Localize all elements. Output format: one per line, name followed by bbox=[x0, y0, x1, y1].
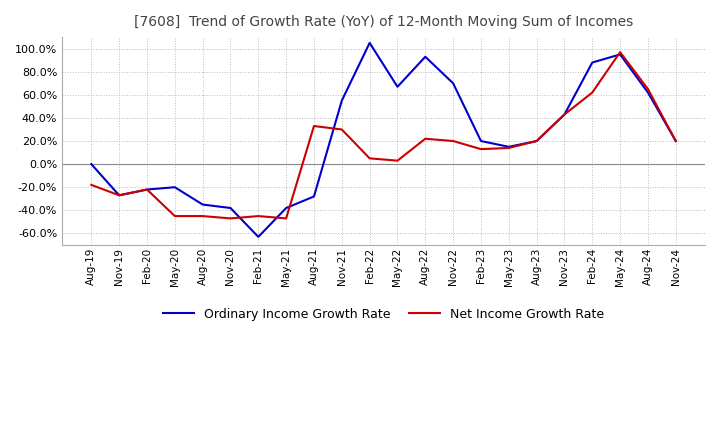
Ordinary Income Growth Rate bbox=[198, 202, 207, 207]
Net Income Growth Rate bbox=[421, 136, 430, 141]
Net Income Growth Rate bbox=[505, 145, 513, 150]
Net Income Growth Rate bbox=[171, 213, 179, 219]
Legend: Ordinary Income Growth Rate, Net Income Growth Rate: Ordinary Income Growth Rate, Net Income … bbox=[158, 303, 610, 326]
Net Income Growth Rate bbox=[644, 86, 652, 92]
Ordinary Income Growth Rate bbox=[310, 194, 318, 199]
Net Income Growth Rate bbox=[87, 182, 96, 187]
Net Income Growth Rate bbox=[338, 127, 346, 132]
Ordinary Income Growth Rate bbox=[393, 84, 402, 89]
Line: Net Income Growth Rate: Net Income Growth Rate bbox=[91, 52, 676, 218]
Ordinary Income Growth Rate bbox=[644, 90, 652, 95]
Net Income Growth Rate bbox=[365, 156, 374, 161]
Ordinary Income Growth Rate bbox=[616, 52, 624, 57]
Ordinary Income Growth Rate bbox=[505, 144, 513, 150]
Net Income Growth Rate bbox=[115, 193, 124, 198]
Ordinary Income Growth Rate bbox=[449, 81, 457, 86]
Net Income Growth Rate bbox=[310, 123, 318, 128]
Net Income Growth Rate bbox=[198, 213, 207, 219]
Ordinary Income Growth Rate bbox=[226, 205, 235, 211]
Line: Ordinary Income Growth Rate: Ordinary Income Growth Rate bbox=[91, 43, 676, 237]
Net Income Growth Rate bbox=[254, 213, 263, 219]
Ordinary Income Growth Rate bbox=[338, 98, 346, 103]
Ordinary Income Growth Rate bbox=[477, 139, 485, 144]
Ordinary Income Growth Rate bbox=[560, 112, 569, 117]
Net Income Growth Rate bbox=[672, 139, 680, 144]
Ordinary Income Growth Rate bbox=[365, 40, 374, 45]
Ordinary Income Growth Rate bbox=[115, 193, 124, 198]
Net Income Growth Rate bbox=[226, 216, 235, 221]
Ordinary Income Growth Rate bbox=[254, 234, 263, 239]
Ordinary Income Growth Rate bbox=[171, 184, 179, 190]
Net Income Growth Rate bbox=[560, 112, 569, 117]
Ordinary Income Growth Rate bbox=[143, 187, 151, 192]
Net Income Growth Rate bbox=[532, 139, 541, 144]
Net Income Growth Rate bbox=[616, 49, 624, 55]
Net Income Growth Rate bbox=[143, 187, 151, 192]
Title: [7608]  Trend of Growth Rate (YoY) of 12-Month Moving Sum of Incomes: [7608] Trend of Growth Rate (YoY) of 12-… bbox=[134, 15, 633, 29]
Net Income Growth Rate bbox=[477, 147, 485, 152]
Ordinary Income Growth Rate bbox=[532, 139, 541, 144]
Ordinary Income Growth Rate bbox=[672, 139, 680, 144]
Net Income Growth Rate bbox=[449, 139, 457, 144]
Ordinary Income Growth Rate bbox=[421, 54, 430, 59]
Ordinary Income Growth Rate bbox=[87, 161, 96, 167]
Net Income Growth Rate bbox=[393, 158, 402, 163]
Net Income Growth Rate bbox=[282, 216, 290, 221]
Ordinary Income Growth Rate bbox=[282, 205, 290, 211]
Net Income Growth Rate bbox=[588, 90, 597, 95]
Ordinary Income Growth Rate bbox=[588, 60, 597, 65]
